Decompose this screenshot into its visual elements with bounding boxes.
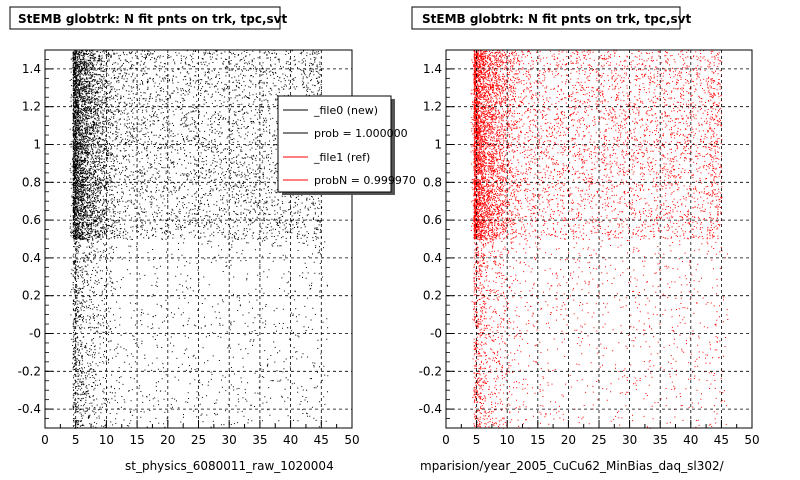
x-tick-label: 0 xyxy=(41,433,49,447)
legend-label-file1: _file1 (ref) xyxy=(313,151,370,164)
y-axis: -0.4 -0.2 -0 0.2 0.4 0.6 0.8 1 1.2 1.4 xyxy=(419,49,454,429)
y-tick-label: 0.2 xyxy=(22,289,41,303)
y-tick-label: 0.6 xyxy=(423,213,442,227)
y-tick-label: 0.8 xyxy=(22,175,41,189)
x-tick-label: 25 xyxy=(591,433,606,447)
y-tick-label: -0.4 xyxy=(18,402,41,416)
x-tick-label: 40 xyxy=(683,433,698,447)
legend: _file0 (new) prob = 1.000000 _file1 (ref… xyxy=(277,95,416,195)
x-tick-label: 30 xyxy=(222,433,237,447)
y-tick-label: -0 xyxy=(29,327,41,341)
x-tick-label: 30 xyxy=(622,433,637,447)
legend-box xyxy=(277,95,392,193)
x-tick-label: 15 xyxy=(530,433,545,447)
y-tick-label: 1.4 xyxy=(22,62,41,76)
right-panel: StEMB globtrk: N fit pnts on trk, tpc,sv… xyxy=(411,6,760,473)
x-axis: 0 5 10 15 20 25 30 35 40 45 50 xyxy=(41,420,360,447)
right-plot-area: 0 5 10 15 20 25 30 35 40 45 50 -0.4 -0.2 -0 0.2 0.4 0.6 0… xyxy=(419,49,760,447)
y-tick-label: -0.2 xyxy=(419,364,442,378)
x-tick-label: 50 xyxy=(344,433,359,447)
right-plot-title: StEMB globtrk: N fit pnts on trk, tpc,sv… xyxy=(422,12,692,26)
right-file-caption: mparision/year_2005_CuCu62_MinBias_daq_s… xyxy=(420,459,725,473)
y-tick-label: 1 xyxy=(434,138,442,152)
y-tick-label: 1 xyxy=(33,138,41,152)
legend-label-prob: prob = 1.000000 xyxy=(314,127,408,140)
x-tick-label: 10 xyxy=(99,433,114,447)
y-tick-label: 1.2 xyxy=(22,100,41,114)
x-tick-label: 0 xyxy=(442,433,450,447)
y-tick-label: 0.8 xyxy=(423,175,442,189)
left-plot-title: StEMB globtrk: N fit pnts on trk, tpc,sv… xyxy=(18,12,288,26)
left-panel: StEMB globtrk: N fit pnts on trk, tpc,sv… xyxy=(9,6,360,473)
y-tick-label: 1.2 xyxy=(423,100,442,114)
x-tick-label: 5 xyxy=(473,433,481,447)
x-tick-label: 35 xyxy=(653,433,668,447)
legend-label-probn: probN = 0.999970 xyxy=(314,174,416,187)
x-tick-label: 50 xyxy=(744,433,759,447)
x-tick-label: 25 xyxy=(191,433,206,447)
y-tick-label: -0.2 xyxy=(18,364,41,378)
x-tick-label: 45 xyxy=(714,433,729,447)
x-tick-label: 10 xyxy=(500,433,515,447)
legend-label-file0: _file0 (new) xyxy=(313,104,378,117)
grid-lines xyxy=(446,50,752,428)
x-tick-label: 45 xyxy=(314,433,329,447)
y-tick-label: 0.4 xyxy=(22,251,41,265)
x-tick-label: 20 xyxy=(160,433,175,447)
x-tick-label: 20 xyxy=(561,433,576,447)
y-tick-label: -0 xyxy=(430,327,442,341)
x-tick-label: 5 xyxy=(72,433,80,447)
y-tick-label: 1.4 xyxy=(423,62,442,76)
x-tick-label: 40 xyxy=(283,433,298,447)
x-tick-label: 15 xyxy=(129,433,144,447)
y-tick-label: 0.2 xyxy=(423,289,442,303)
y-tick-label: 0.6 xyxy=(22,213,41,227)
y-axis: -0.4 -0.2 -0 0.2 0.4 0.6 0.8 1 1.2 1.4 xyxy=(18,49,53,429)
x-tick-label: 35 xyxy=(252,433,267,447)
x-axis: 0 5 10 15 20 25 30 35 40 45 50 xyxy=(442,420,760,447)
right-title-box xyxy=(411,6,681,30)
y-tick-label: -0.4 xyxy=(419,402,442,416)
left-title-box xyxy=(9,6,281,30)
scatter-points xyxy=(69,50,329,429)
scatter-marks xyxy=(69,50,329,429)
y-tick-label: 0.4 xyxy=(423,251,442,265)
left-file-caption: st_physics_6080011_raw_1020004 xyxy=(125,459,334,473)
